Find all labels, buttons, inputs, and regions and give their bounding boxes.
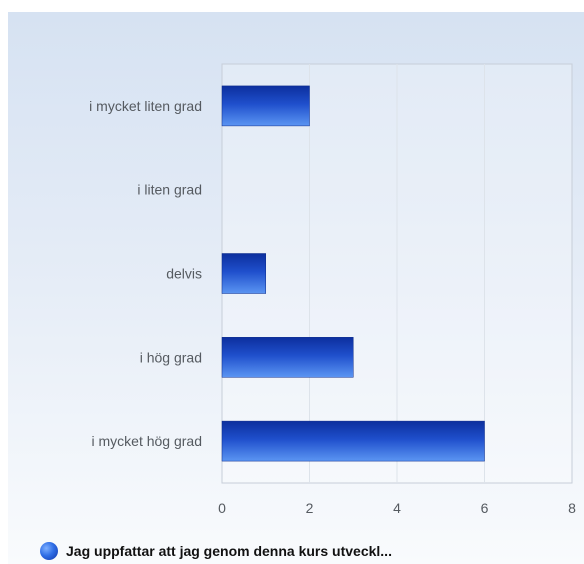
bar [221,253,266,294]
bar [221,420,485,462]
x-tick-labels: 0 2 4 6 8 [218,500,576,516]
x-tick-label: 6 [481,500,489,516]
category-label: delvis [166,266,202,282]
x-tick-label: 0 [218,500,226,516]
category-label: i hög grad [140,349,202,365]
category-label: i mycket hög grad [92,433,203,449]
chart-panel: i mycket liten grad i liten grad delvis i h… [8,12,584,564]
x-tick-label: 4 [393,500,401,516]
x-tick-label: 2 [306,500,314,516]
legend-swatch-icon [40,542,58,560]
legend-label: Jag uppfattar att jag genom denna kurs u… [66,543,392,559]
category-label: i mycket liten grad [89,98,202,114]
bar [221,337,354,378]
gridlines [309,64,485,483]
category-labels: i mycket liten grad i liten grad delvis i h… [89,98,202,449]
category-label: i liten grad [137,182,202,198]
bars [221,85,485,462]
bar [221,85,310,127]
bar-chart: i mycket liten grad i liten grad delvis i h… [89,63,576,516]
x-tick-label: 8 [568,500,576,516]
legend: Jag uppfattar att jag genom denna kurs u… [40,542,392,560]
